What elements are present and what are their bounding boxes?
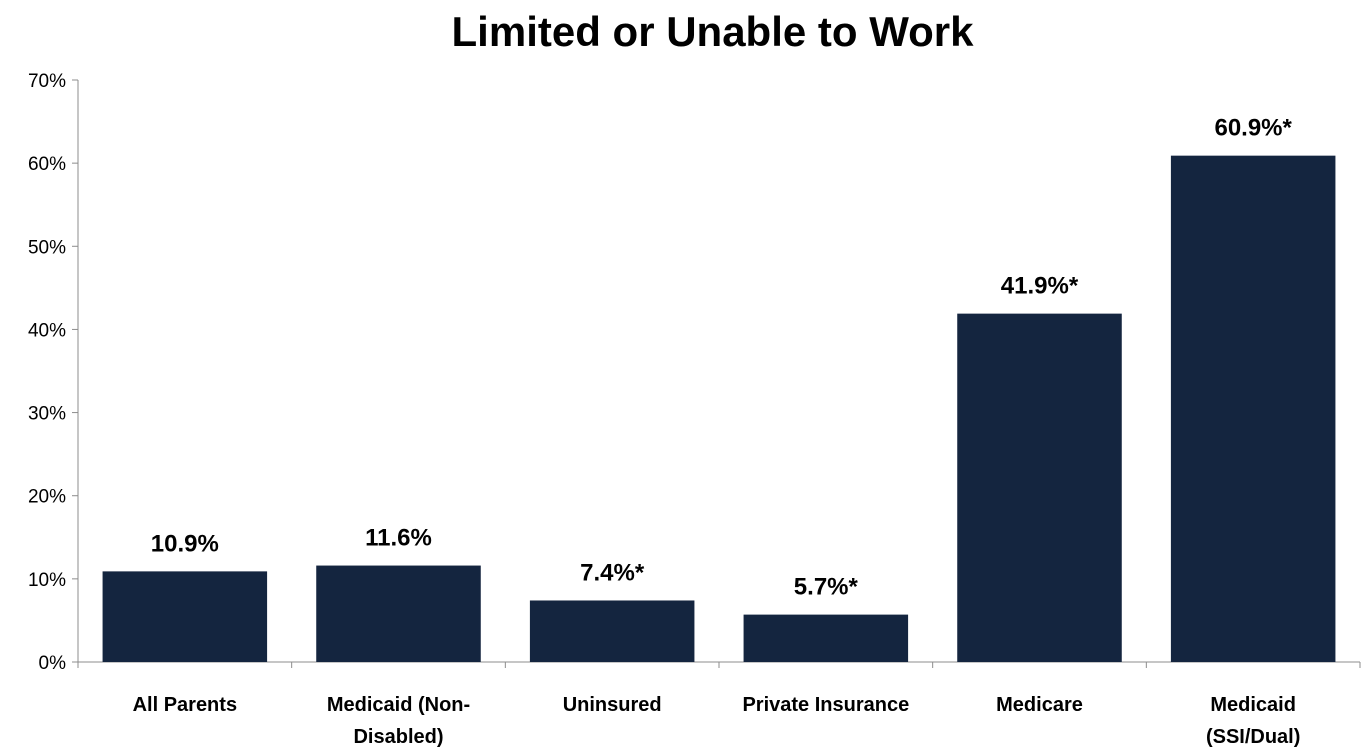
- category-label: Medicare: [996, 694, 1083, 716]
- data-label: 60.9%*: [1214, 115, 1292, 142]
- data-label: 7.4%*: [580, 559, 645, 586]
- data-label: 11.6%: [365, 525, 432, 552]
- category-label: (SSI/Dual): [1206, 726, 1300, 748]
- category-labels: All Parents Medicaid (Non- Disabled) Uninsu…: [133, 694, 1301, 748]
- category-label: Uninsured: [563, 694, 662, 716]
- data-label: 5.7%*: [794, 574, 859, 601]
- bar: [529, 600, 695, 662]
- y-tick-label: 20%: [28, 487, 66, 508]
- category-label: Medicaid (Non-: [327, 694, 470, 716]
- bar-series: [102, 155, 1336, 662]
- chart-title: Limited or Unable to Work: [451, 8, 974, 55]
- data-labels: 10.9% 11.6% 7.4%* 5.7%* 41.9%* 60.9%*: [151, 115, 1293, 601]
- bar: [316, 565, 481, 662]
- y-tick-label: 0%: [39, 653, 67, 674]
- category-label: Private Insurance: [742, 694, 909, 716]
- y-tick-label: 10%: [28, 570, 66, 591]
- bar: [957, 313, 1122, 662]
- bar: [743, 614, 909, 662]
- bar: [102, 571, 268, 662]
- data-label: 10.9%: [151, 530, 219, 557]
- y-tick-label: 70%: [28, 71, 66, 92]
- bar: [1170, 155, 1336, 662]
- category-label: Medicaid: [1210, 694, 1296, 716]
- y-axis-ticks: 0% 10% 20% 30% 40% 50% 60% 70%: [28, 71, 78, 674]
- y-tick-label: 50%: [28, 237, 66, 258]
- data-label: 41.9%*: [1001, 273, 1079, 300]
- chart-axes: [77, 80, 1361, 668]
- y-tick-label: 60%: [28, 154, 66, 175]
- y-tick-label: 30%: [28, 404, 66, 425]
- category-label: Disabled): [353, 726, 443, 748]
- category-label: All Parents: [133, 694, 237, 716]
- y-tick-label: 40%: [28, 320, 66, 341]
